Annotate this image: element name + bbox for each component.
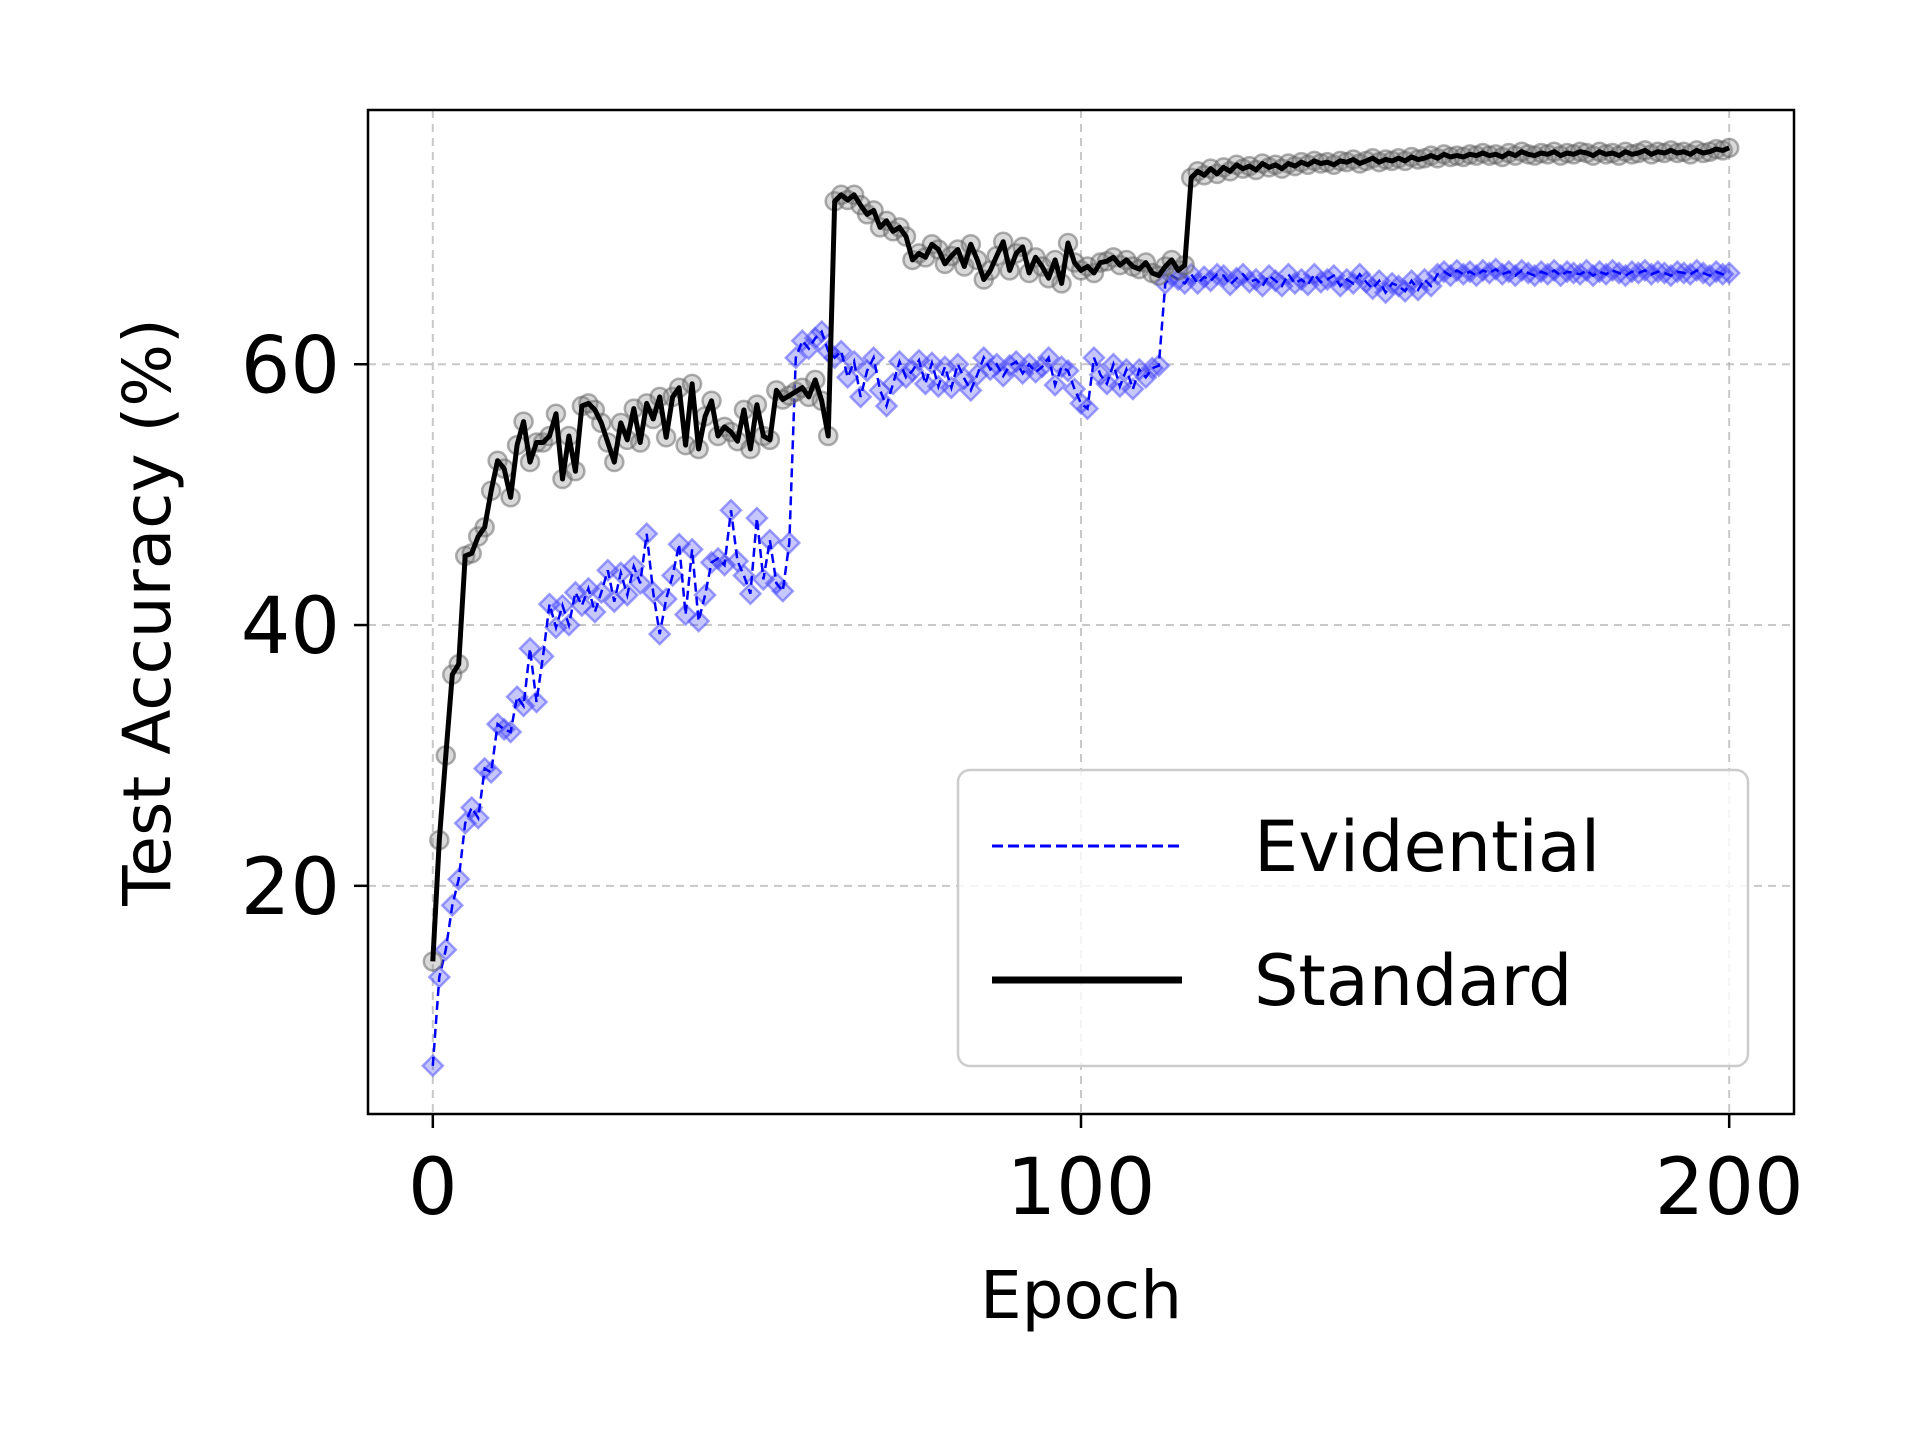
legend-label-evidential: Evidential — [1254, 806, 1600, 888]
legend: Evidential Standard — [956, 768, 1750, 1068]
data-point-evidential — [583, 600, 607, 624]
legend-label-standard: Standard — [1254, 940, 1572, 1022]
x-tick-label: 0 — [408, 1143, 458, 1233]
y-tick-label: 60 — [241, 321, 340, 411]
data-point-evidential — [531, 644, 555, 669]
x-axis-label: Epoch — [980, 1257, 1182, 1334]
data-point-evidential — [732, 563, 756, 588]
data-point-evidential — [1121, 377, 1145, 401]
data-point-evidential — [693, 583, 717, 607]
x-tick-label: 100 — [1007, 1143, 1156, 1233]
data-point-evidential — [835, 365, 860, 390]
series-line-evidential — [431, 267, 1730, 1066]
data-point-evidential — [459, 795, 484, 820]
series-line-standard — [430, 145, 1731, 962]
series-layer — [421, 137, 1741, 1078]
data-point-evidential — [686, 609, 711, 633]
data-point-evidential — [654, 587, 678, 611]
y-axis-label: Test Accuracy (%) — [109, 318, 186, 906]
axis-ticks: 0 100 200 20 40 60 — [241, 321, 1804, 1233]
x-tick-label: 200 — [1655, 1143, 1804, 1233]
y-tick-label: 40 — [241, 582, 340, 672]
y-tick-label: 20 — [241, 843, 340, 933]
series-evidential — [421, 257, 1741, 1078]
series-standard — [422, 137, 1740, 972]
legend-box — [956, 768, 1750, 1068]
